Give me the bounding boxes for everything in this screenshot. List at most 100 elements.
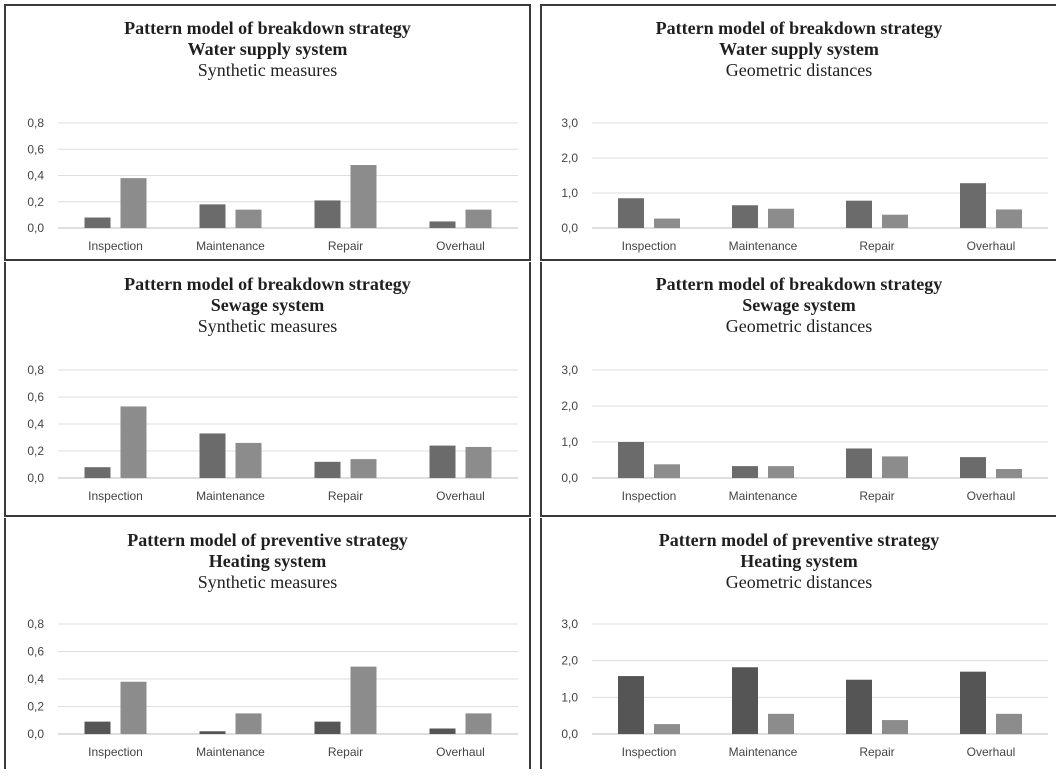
chart-subtitle: Sewage system [210,295,325,315]
chart-titles: Pattern model of preventive strategy Hea… [6,530,529,593]
y-tick-label: 1,0 [561,186,578,200]
x-tick-label: Overhaul [436,239,485,253]
chart-titles: Pattern model of breakdown strategy Wate… [6,18,529,81]
y-tick-label: 0,4 [27,672,44,686]
chart-titles: Pattern model of breakdown strategy Wate… [542,18,1056,81]
chart-titles: Pattern model of breakdown strategy Sewa… [6,274,529,337]
x-tick-label: Repair [328,489,363,503]
x-tick-label: Maintenance [196,489,265,503]
y-tick-label: 2,0 [561,151,578,165]
x-tick-label: Maintenance [729,239,798,253]
chart-subtitle: Water supply system [719,39,879,59]
chart-title: Pattern model of breakdown strategy [124,18,411,38]
bar [654,218,680,228]
y-tick-label: 0,8 [27,116,44,130]
x-tick-label: Maintenance [729,489,798,503]
y-tick-label: 1,0 [561,690,578,704]
bar [120,178,147,228]
bar [996,469,1022,478]
bar [235,442,262,478]
bar [960,671,986,734]
y-tick-label: 3,0 [561,363,578,377]
chart-title: Pattern model of breakdown strategy [655,18,943,38]
bar [314,721,341,734]
bar [732,205,758,228]
y-tick-label: 2,0 [561,399,578,413]
bar [84,467,111,478]
chart-titles: Pattern model of preventive strategy Hea… [542,530,1056,593]
chart-panel-sewage-geometric: 0,0 1,0 2,0 3,0 Inspection Maintenance Repair O… [540,262,1056,517]
chart-subtitle-2: Synthetic measures [197,316,338,336]
y-tick-label: 0,4 [27,417,44,431]
bar [199,433,226,478]
bar [618,198,644,228]
chart-subtitle-2: Geometric distances [725,60,873,80]
y-tick-label: 0,6 [27,645,44,659]
chart-panel-heating-geometric: 0,0 1,0 2,0 3,0 Inspection Maintenance Repair O… [540,518,1056,769]
x-tick-label: Maintenance [196,745,265,759]
y-tick-label: 0,0 [27,221,44,235]
bar [120,681,147,734]
chart-subtitle-2: Geometric distances [725,572,873,592]
chart-panel-water-synthetic: 0,0 0,2 0,4 0,6 0,8 Inspection Maintenance Repa… [4,4,531,261]
y-tick-label: 0,0 [561,221,578,235]
bar [465,209,492,228]
bar [846,448,872,478]
chart-panel-sewage-synthetic: 0,0 0,2 0,4 0,6 0,8 Inspection Maintenance Repa… [4,262,531,517]
bar [618,676,644,734]
chart-subtitle: Water supply system [187,39,348,59]
x-tick-label: Overhaul [436,745,485,759]
bar [120,406,147,478]
x-tick-label: Maintenance [196,239,265,253]
x-tick-label: Repair [859,239,894,253]
bar [465,446,492,478]
y-tick-label: 0,4 [27,169,44,183]
chart-subtitle: Heating system [208,551,327,571]
chart-title: Pattern model of preventive strategy [127,530,408,550]
bar [996,713,1022,734]
x-tick-label: Repair [859,489,894,503]
bar [199,731,226,734]
bar [84,217,111,228]
chart-panel-heating-synthetic: 0,0 0,2 0,4 0,6 0,8 Inspection Maintenance Repa… [4,518,531,769]
chart-subtitle: Heating system [740,551,858,571]
bar [882,214,908,228]
x-tick-label: Overhaul [967,489,1016,503]
x-tick-label: Inspection [622,489,677,503]
y-tick-label: 2,0 [561,654,578,668]
bar [429,445,456,478]
chart-plot: 0,0 1,0 2,0 3,0 Inspection Maintenance Repair O… [561,116,1048,253]
chart-titles: Pattern model of breakdown strategy Sewa… [542,274,1056,337]
y-tick-label: 0,8 [27,363,44,377]
y-tick-label: 0,8 [27,617,44,631]
x-tick-label: Maintenance [729,745,798,759]
bar [882,456,908,478]
bar [235,209,262,228]
x-tick-label: Overhaul [967,239,1016,253]
bar [235,713,262,734]
bar [846,679,872,734]
x-tick-label: Inspection [88,489,143,503]
bar [960,457,986,478]
y-tick-label: 0,0 [27,727,44,741]
chart-title: Pattern model of preventive strategy [658,530,940,550]
bar [732,466,758,478]
bar [465,713,492,734]
y-tick-label: 0,6 [27,142,44,156]
chart-plot: 0,0 1,0 2,0 3,0 Inspection Maintenance Repair O… [561,617,1048,759]
bar [350,165,377,228]
y-tick-label: 0,0 [27,471,44,485]
chart-subtitle-2: Geometric distances [725,316,873,336]
bar [996,209,1022,228]
y-tick-label: 3,0 [561,116,578,130]
bar [618,442,644,478]
chart-panel-water-geometric: 0,0 1,0 2,0 3,0 Inspection Maintenance Repair O… [540,4,1056,261]
bar [654,464,680,478]
chart-plot: 0,0 1,0 2,0 3,0 Inspection Maintenance Repair O… [561,363,1048,503]
x-tick-label: Inspection [622,745,677,759]
chart-title: Pattern model of breakdown strategy [655,274,943,294]
bar [314,461,341,478]
bar [429,221,456,228]
bar [768,713,794,734]
